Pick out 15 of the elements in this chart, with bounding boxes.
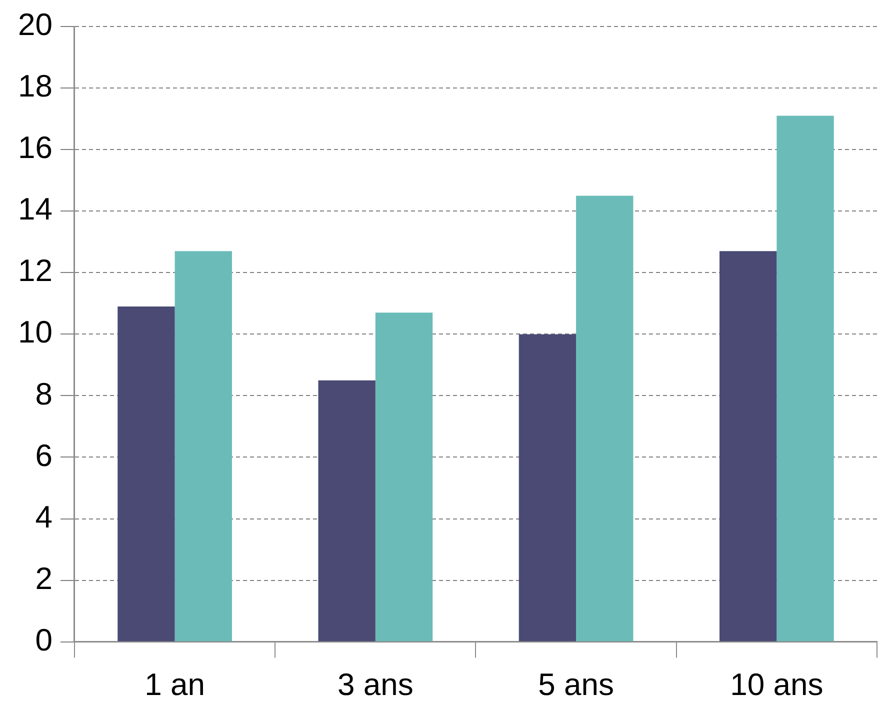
y-tick-label: 6: [35, 438, 52, 473]
y-tick-label: 0: [35, 622, 52, 658]
x-tick-label: 10 ans: [730, 666, 824, 702]
y-tick-label: 4: [35, 499, 52, 534]
y-tick-label: 14: [18, 192, 52, 227]
y-tick-label: 18: [18, 68, 52, 104]
y-tick-label: 8: [35, 376, 52, 412]
y-tick-label: 20: [18, 7, 52, 42]
y-tick-label: 10: [18, 314, 52, 350]
y-tick-label: 16: [18, 130, 52, 166]
y-tick-label: 2: [35, 560, 52, 596]
x-tick-label: 3 ans: [338, 666, 414, 702]
x-tick-label: 1 an: [144, 666, 205, 702]
x-tick-label: 5 ans: [538, 666, 614, 702]
y-tick-label: 12: [18, 253, 52, 288]
